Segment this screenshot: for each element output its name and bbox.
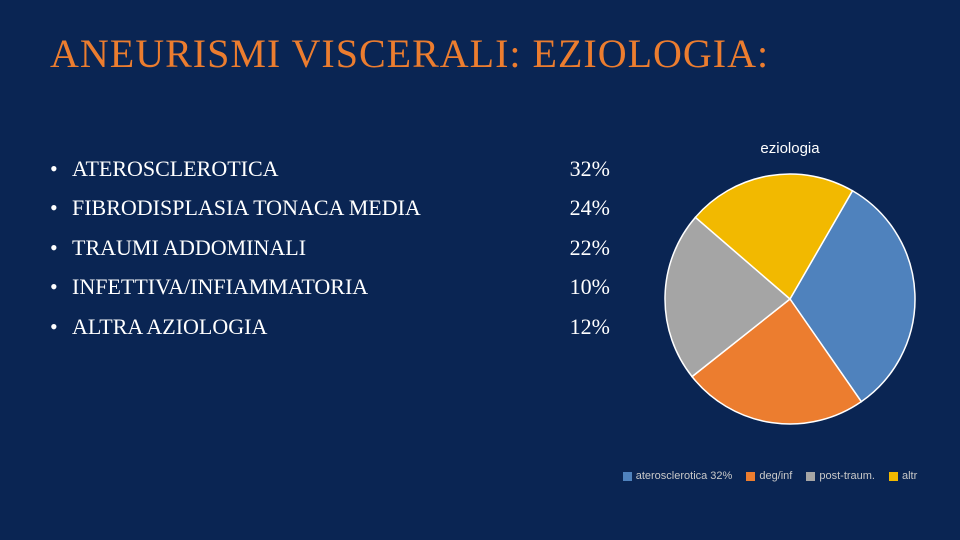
list-item: • ATEROSCLEROTICA 32% [50,150,610,187]
legend-label: altr [902,470,917,482]
bullet-dot: • [50,229,72,266]
chart-area: eziologia [640,140,940,434]
list-item: • TRAUMI ADDOMINALI 22% [50,229,610,266]
bullet-value: 12% [540,308,610,345]
bullet-label: ALTRA AZIOLOGIA [72,308,540,345]
bullet-value: 24% [540,189,610,226]
pie-chart [660,169,920,429]
legend-item: deg/inf [746,470,792,482]
bullet-label: ATEROSCLEROTICA [72,150,540,187]
chart-legend: aterosclerotica 32% deg/inf post-traum. alt… [590,470,950,482]
legend-swatch [889,472,898,481]
bullet-value: 10% [540,268,610,305]
legend-swatch [623,472,632,481]
legend-label: aterosclerotica 32% [636,470,733,482]
chart-title: eziologia [640,140,940,157]
legend-label: post-traum. [819,470,875,482]
legend-label: deg/inf [759,470,792,482]
bullet-dot: • [50,189,72,226]
legend-swatch [806,472,815,481]
bullet-label: FIBRODISPLASIA TONACA MEDIA [72,189,540,226]
bullet-dot: • [50,150,72,187]
legend-swatch [746,472,755,481]
legend-item: post-traum. [806,470,875,482]
list-item: • FIBRODISPLASIA TONACA MEDIA 24% [50,189,610,226]
bullet-value: 32% [540,150,610,187]
bullet-value: 22% [540,229,610,266]
bullet-dot: • [50,268,72,305]
slide-title: ANEURISMI VISCERALI: EZIOLOGIA: [50,30,930,77]
legend-item: altr [889,470,917,482]
legend-item: aterosclerotica 32% [623,470,733,482]
bullet-label: INFETTIVA/INFIAMMATORIA [72,268,540,305]
bullet-label: TRAUMI ADDOMINALI [72,229,540,266]
bullet-dot: • [50,308,72,345]
bullet-list: • ATEROSCLEROTICA 32% • FIBRODISPLASIA T… [50,150,610,347]
list-item: • ALTRA AZIOLOGIA 12% [50,308,610,345]
list-item: • INFETTIVA/INFIAMMATORIA 10% [50,268,610,305]
slide: ANEURISMI VISCERALI: EZIOLOGIA: • ATEROS… [0,0,960,540]
